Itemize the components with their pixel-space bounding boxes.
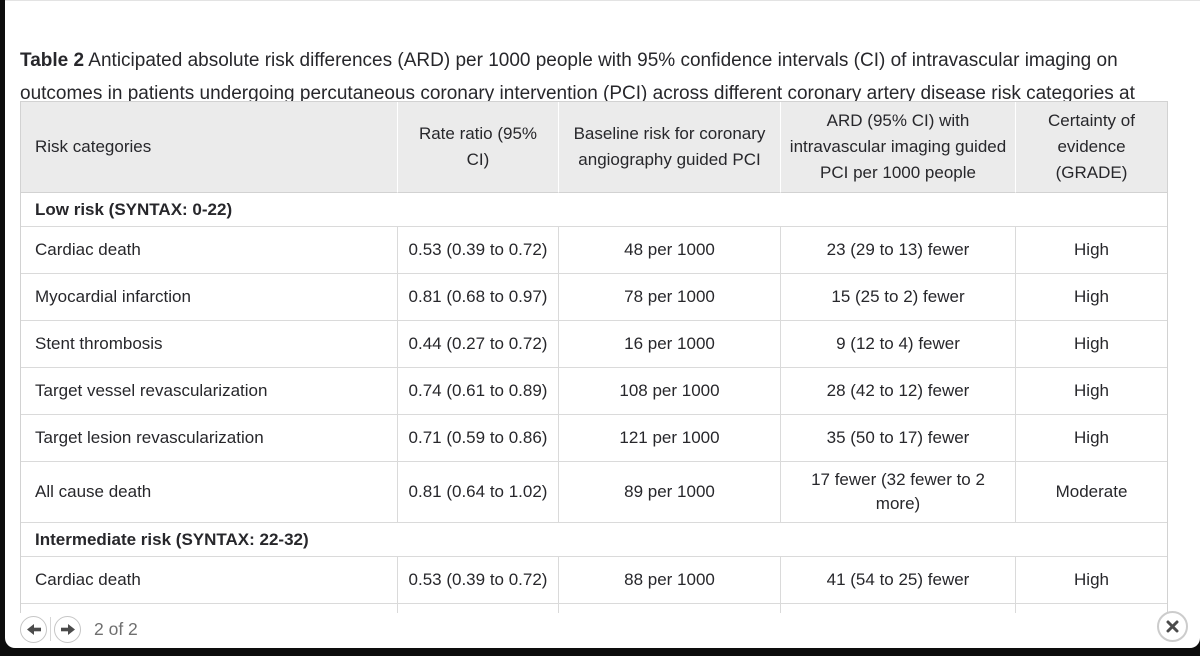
table-number: Table 2 (20, 50, 85, 71)
outcome-cell: Cardiac death (21, 227, 398, 274)
section-header-row: Intermediate risk (SYNTAX: 22-32) (21, 523, 1167, 557)
column-header: Baseline risk for coronary angiography g… (559, 102, 781, 193)
table-modal: Table 2 Anticipated absolute risk differ… (5, 0, 1200, 648)
rate_ratio-cell: 0.53 (0.39 to 0.72) (398, 557, 559, 604)
table-header-row: Risk categories Rate ratio (95% CI) Baseli… (21, 102, 1167, 193)
certainty-cell: Moderate (1016, 462, 1167, 523)
close-icon (1166, 620, 1179, 633)
page-indicator: 2 of 2 (94, 618, 138, 639)
column-header: Risk categories (21, 102, 398, 193)
risk-table: Risk categories Rate ratio (95% CI) Baseli… (20, 101, 1168, 613)
outcome-cell: All cause death (21, 462, 398, 523)
baseline_risk-cell: 88 per 1000 (559, 557, 781, 604)
certainty-cell: High (1016, 604, 1167, 613)
outcome-cell: Target lesion revascularization (21, 415, 398, 462)
close-button[interactable] (1157, 611, 1188, 642)
baseline_risk-cell: 121 per 1000 (559, 415, 781, 462)
table-body: Low risk (SYNTAX: 0-22) Cardiac death 0.53… (21, 193, 1167, 613)
ard-cell: 41 (54 to 25) fewer (781, 557, 1016, 604)
ard-cell: 35 (50 to 17) fewer (781, 415, 1016, 462)
ard-cell: 9 (12 to 4) fewer (781, 321, 1016, 368)
baseline_risk-cell: 16 per 1000 (559, 321, 781, 368)
baseline_risk-cell: 108 per 1000 (559, 368, 781, 415)
outcome-cell: Myocardial infarction (21, 274, 398, 321)
ard-cell: 28 (42 to 12) fewer (781, 368, 1016, 415)
outcome-cell: Cardiac death (21, 557, 398, 604)
section-header-row: Low risk (SYNTAX: 0-22) (21, 193, 1167, 227)
ard-cell: 17 fewer (32 fewer to 2 more) (781, 462, 1016, 523)
rate_ratio-cell: 0.71 (0.59 to 0.86) (398, 415, 559, 462)
certainty-cell: High (1016, 274, 1167, 321)
outcome-cell: Target vessel revascularization (21, 368, 398, 415)
table-row: Cardiac death 0.53 (0.39 to 0.72) 88 per 1… (21, 557, 1167, 604)
section-header: Low risk (SYNTAX: 0-22) (21, 193, 1167, 227)
rate_ratio-cell: 0.81 (0.68 to 0.97) (398, 274, 559, 321)
ard-cell: 23 (29 to 13) fewer (781, 227, 1016, 274)
baseline_risk-cell: 48 per 1000 (559, 227, 781, 274)
outcome-cell: Myocardial infarction (21, 604, 398, 613)
baseline_risk-cell: 89 per 1000 (559, 462, 781, 523)
rate_ratio-cell: 0.81 (0.68 to 0.97) (398, 604, 559, 613)
previous-page-button[interactable] (20, 615, 47, 643)
section-header: Intermediate risk (SYNTAX: 22-32) (21, 523, 1167, 557)
certainty-cell: High (1016, 227, 1167, 274)
certainty-cell: High (1016, 557, 1167, 604)
table-row: Stent thrombosis 0.44 (0.27 to 0.72) 16 pe… (21, 321, 1167, 368)
rate_ratio-cell: 0.74 (0.61 to 0.89) (398, 368, 559, 415)
outcome-cell: Stent thrombosis (21, 321, 398, 368)
column-header: ARD (95% CI) with intravascular imaging … (781, 102, 1016, 193)
table-row: All cause death 0.81 (0.64 to 1.02) 89 per… (21, 462, 1167, 523)
column-header: Rate ratio (95% CI) (398, 102, 559, 193)
arrow-right-icon (60, 623, 75, 635)
table-row: Cardiac death 0.53 (0.39 to 0.72) 48 per 1… (21, 227, 1167, 274)
baseline_risk-cell: 112 per 1000 (559, 604, 781, 613)
column-header: Certainty of evidence (GRADE) (1016, 102, 1167, 193)
certainty-cell: High (1016, 415, 1167, 462)
rate_ratio-cell: 0.53 (0.39 to 0.72) (398, 227, 559, 274)
baseline_risk-cell: 78 per 1000 (559, 274, 781, 321)
pagination-separator (50, 617, 51, 641)
certainty-cell: High (1016, 321, 1167, 368)
certainty-cell: High (1016, 368, 1167, 415)
next-page-button[interactable] (54, 615, 81, 643)
rate_ratio-cell: 0.81 (0.64 to 1.02) (398, 462, 559, 523)
ard-cell: 21 (36 to 3) fewer (781, 604, 1016, 613)
table-row: Target vessel revascularization 0.74 (0.6… (21, 368, 1167, 415)
table-scroll-area: Risk categories Rate ratio (95% CI) Baseli… (20, 101, 1170, 613)
pagination: 2 of 2 (20, 614, 138, 644)
table-row: Target lesion revascularization 0.71 (0.5… (21, 415, 1167, 462)
arrow-left-icon (26, 623, 41, 635)
ard-cell: 15 (25 to 2) fewer (781, 274, 1016, 321)
rate_ratio-cell: 0.44 (0.27 to 0.72) (398, 321, 559, 368)
